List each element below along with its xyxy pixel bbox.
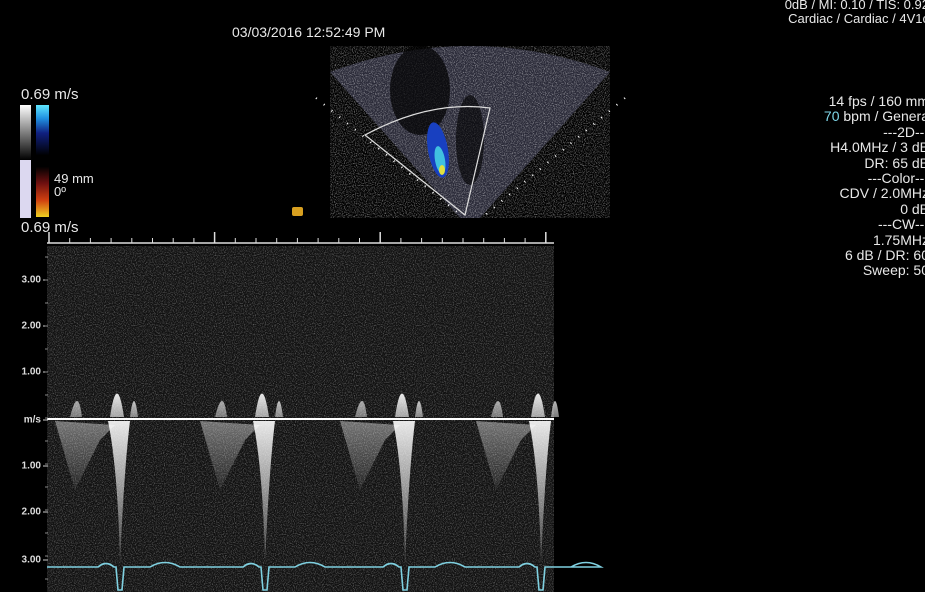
parameter: ---CW---: [877, 216, 925, 233]
flow-spike: [108, 421, 130, 565]
scale-label: 0.69 m/s: [21, 219, 79, 236]
flow-peak: [255, 393, 269, 417]
parameter: H4.0MHz / 3 dB: [830, 139, 925, 156]
axis-label: 1.00: [22, 461, 42, 472]
scale-label: 0.69 m/s: [21, 86, 79, 103]
flow-spike: [529, 421, 551, 565]
flow-envelope: [200, 421, 260, 490]
flow-peak: [110, 393, 124, 417]
flow-peak: [275, 401, 283, 417]
parameter: ---2D---: [883, 123, 925, 140]
axis-label: 2.00: [22, 321, 42, 332]
parameter: 1.75MHz: [872, 231, 925, 248]
axis-label: 3.00: [22, 555, 42, 566]
flow-spike: [393, 421, 415, 565]
parameter: 0 dB: [900, 200, 925, 217]
flow-peak: [491, 401, 503, 417]
flow-peak: [130, 401, 138, 417]
flow-peak: [70, 401, 82, 417]
color-bar: [36, 105, 49, 217]
system-info: 0dB / MI: 0.10 / TIS: 0.92: [784, 0, 925, 12]
flow-peak: [551, 401, 559, 417]
flow-peak: [215, 401, 227, 417]
depth-label: 49 mm: [54, 171, 94, 186]
timestamp: 03/03/2016 12:52:49 PM: [232, 24, 386, 40]
gray-bar: [20, 160, 31, 218]
parameter: 70 bpm / Genera: [824, 109, 925, 124]
spectral-doppler: 3.00 2.00 1.00 m/s 1.00 2.00 3.00: [22, 232, 604, 592]
parameter: 14 fps / 160 mm: [828, 93, 925, 109]
axis-label: 2.00: [22, 507, 42, 518]
flow-spike: [253, 421, 275, 565]
flow-envelope: [340, 421, 400, 490]
parameter: 6 dB / DR: 60: [844, 247, 925, 264]
flow-peak: [531, 393, 545, 417]
flow-envelope: [476, 421, 536, 490]
flow-peak: [415, 401, 423, 417]
axis-label: 1.00: [22, 367, 42, 378]
parameter: Sweep: 50: [862, 262, 925, 279]
parameter-panel: 14 fps / 160 mm 70 bpm / Genera ---2D---…: [824, 93, 925, 279]
flow-envelope: [55, 421, 115, 490]
system-info: Cardiac / Cardiac / 4V1c: [788, 11, 925, 26]
axis-label: 3.00: [22, 275, 42, 286]
axis-label: m/s: [24, 415, 42, 426]
heart-rate: 70: [823, 108, 840, 125]
ecg-trace: [47, 561, 604, 591]
parameter: DR: 65 dB: [864, 154, 925, 171]
parameter: ---Color---: [867, 170, 925, 187]
flow-peak: [355, 401, 367, 417]
flow-peak: [395, 393, 409, 417]
heart-rate-unit: bpm / Genera: [843, 108, 925, 125]
2d-sector: [315, 45, 626, 218]
marker-icon: [292, 207, 303, 216]
parameter: CDV / 2.0MHz: [839, 185, 925, 202]
gray-bar: [20, 105, 31, 160]
angle-label: 0º: [54, 184, 66, 199]
